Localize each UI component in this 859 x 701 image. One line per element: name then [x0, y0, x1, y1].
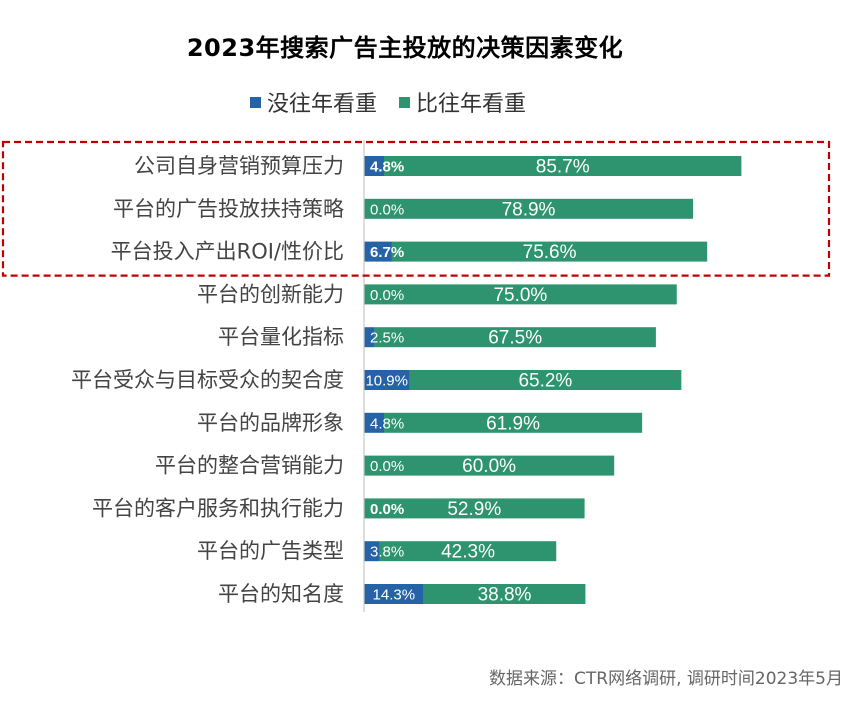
value-label-series-1-row-1: 4.8% [370, 159, 404, 176]
value-label-series-1-row-8: 0.0% [370, 458, 404, 475]
bar-series-2-row-1 [384, 156, 742, 176]
bar-series-1-row-5 [364, 327, 375, 348]
bar-series-1-row-10 [364, 541, 380, 562]
bar-series-2-row-7 [384, 412, 643, 433]
category-label-10: 平台的广告类型 [197, 539, 344, 563]
category-label-8: 平台的整合营销能力 [155, 454, 344, 478]
value-label-series-2-row-4: 75.0% [493, 285, 547, 306]
value-label-series-2-row-5: 67.5% [488, 328, 542, 349]
legend-label-series-2: 比往年看重 [416, 92, 527, 117]
category-label-1: 公司自身营销预算压力 [134, 154, 344, 178]
highlight-box [1, 140, 831, 277]
value-label-series-1-row-5: 2.5% [370, 330, 404, 347]
value-label-series-1-row-2: 0.0% [370, 201, 404, 218]
category-label-5: 平台量化指标 [218, 325, 344, 349]
bar-series-2-row-6 [409, 370, 682, 390]
value-label-series-1-row-6: 10.9% [365, 373, 408, 390]
value-label-series-2-row-1: 85.7% [536, 157, 590, 178]
value-label-series-2-row-2: 78.9% [502, 199, 556, 220]
bar-series-2-row-5 [374, 327, 656, 348]
category-label-2: 平台的广告投放扶持策略 [113, 197, 344, 221]
value-label-series-2-row-3: 75.6% [523, 242, 577, 263]
bar-series-2-row-4 [364, 284, 677, 305]
bar-series-2-row-9 [364, 498, 585, 519]
bar-series-2-row-8 [364, 455, 615, 476]
chart-title: 2023年搜索广告主投放的决策因素变化 [186, 34, 624, 62]
legend: 没往年看重 比往年看重 [250, 86, 548, 118]
bar-series-2-row-11 [423, 584, 586, 604]
value-label-series-2-row-9: 52.9% [447, 499, 501, 520]
bar-series-1-row-6 [364, 370, 410, 390]
source-note: 数据来源：CTR网络调研, 调研时间2023年5月 [489, 669, 843, 689]
value-label-series-2-row-10: 42.3% [441, 542, 495, 563]
legend-label-series-1: 没往年看重 [267, 92, 378, 117]
legend-swatch-series-1 [250, 96, 261, 108]
value-label-series-2-row-11: 38.8% [478, 585, 532, 606]
bar-series-1-row-3 [364, 241, 392, 262]
value-label-series-2-row-6: 65.2% [518, 371, 572, 392]
category-label-7: 平台的品牌形象 [197, 411, 344, 435]
value-label-series-1-row-9: 0.0% [370, 501, 404, 518]
value-label-series-1-row-4: 0.0% [370, 287, 404, 304]
value-label-series-1-row-10: 3.8% [370, 544, 404, 561]
bar-series-1-row-7 [364, 412, 385, 433]
legend-item-series-2: 比往年看重 [399, 86, 526, 118]
bar-series-2-row-2 [364, 198, 694, 219]
legend-swatch-series-2 [399, 96, 411, 108]
legend-item-series-1: 没往年看重 [250, 86, 377, 118]
category-label-3: 平台投入产出ROI/性价比 [111, 240, 344, 264]
bar-series-1-row-11 [364, 584, 424, 604]
value-label-series-1-row-11: 14.3% [373, 587, 416, 604]
category-label-4: 平台的创新能力 [197, 282, 344, 306]
category-label-6: 平台受众与目标受众的契合度 [71, 368, 344, 392]
value-label-series-2-row-8: 60.0% [462, 456, 516, 477]
value-label-series-1-row-3: 6.7% [370, 244, 404, 261]
bar-series-2-row-10 [379, 541, 557, 562]
bar-series-1-row-1 [364, 156, 385, 176]
bar-series-2-row-3 [391, 241, 708, 262]
value-label-series-1-row-7: 4.8% [370, 415, 404, 432]
category-label-9: 平台的客户服务和执行能力 [92, 496, 344, 520]
category-label-11: 平台的知名度 [218, 582, 344, 606]
value-label-series-2-row-7: 61.9% [486, 413, 540, 434]
